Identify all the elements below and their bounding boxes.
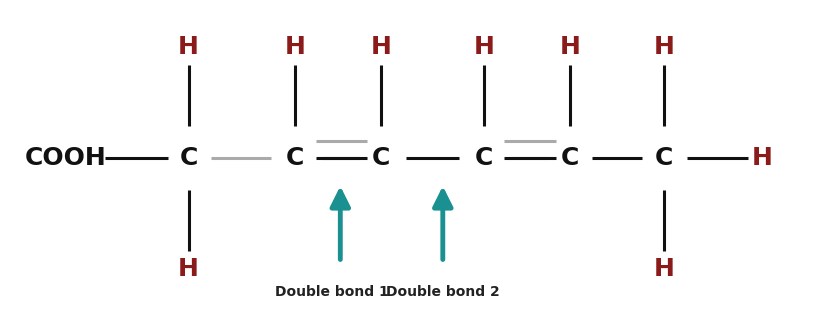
- Text: H: H: [178, 35, 199, 59]
- Text: H: H: [653, 35, 674, 59]
- Text: H: H: [178, 257, 199, 281]
- Text: COOH: COOH: [25, 146, 106, 170]
- Text: C: C: [179, 146, 197, 170]
- Text: C: C: [372, 146, 390, 170]
- Text: C: C: [286, 146, 304, 170]
- Text: H: H: [473, 35, 494, 59]
- Text: H: H: [653, 257, 674, 281]
- Text: Double bond 2: Double bond 2: [386, 285, 499, 299]
- Text: C: C: [654, 146, 672, 170]
- Text: C: C: [474, 146, 492, 170]
- Text: H: H: [559, 35, 580, 59]
- Text: H: H: [751, 146, 772, 170]
- Text: H: H: [370, 35, 391, 59]
- Text: H: H: [284, 35, 305, 59]
- Text: C: C: [560, 146, 578, 170]
- Text: Double bond 1: Double bond 1: [275, 285, 388, 299]
